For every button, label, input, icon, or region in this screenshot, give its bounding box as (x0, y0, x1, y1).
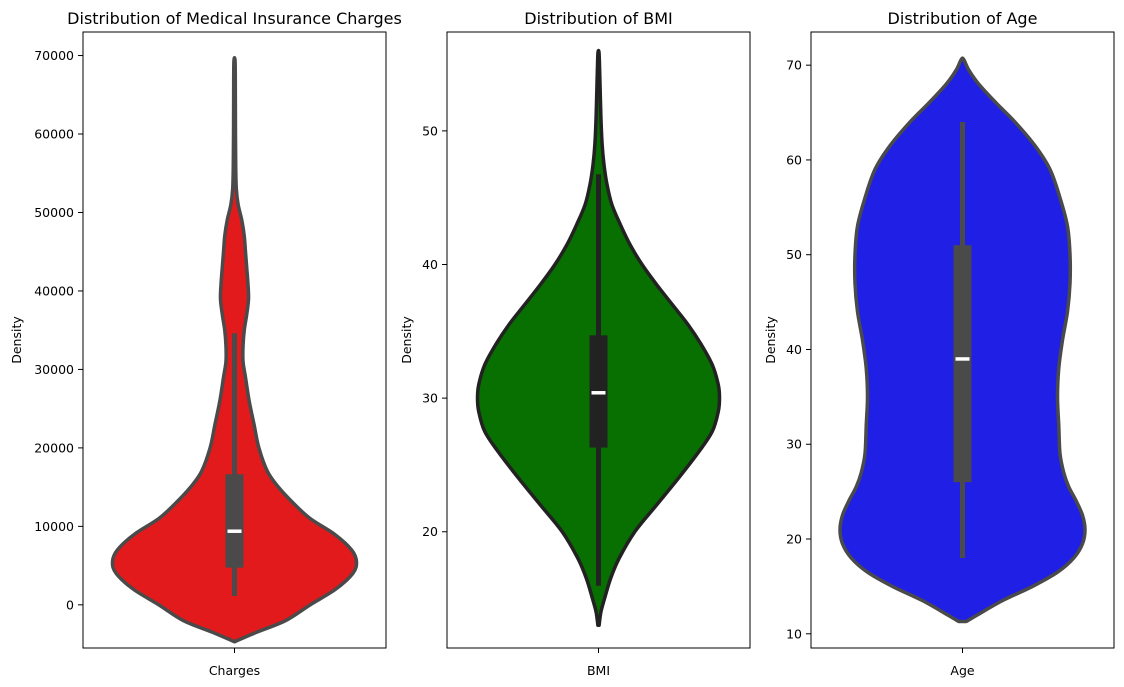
y-tick-label: 10000 (34, 519, 74, 534)
iqr-box (225, 474, 244, 568)
iqr-box (953, 245, 972, 483)
violin-panel-3: Distribution of Age 10 20 30 40 50 60 70 Age Dens… (763, 9, 1115, 678)
y-axis-label: Density (399, 316, 414, 364)
x-tick-label: Age (950, 663, 974, 678)
y-tick-label: 60 (786, 152, 802, 167)
y-tick-label: 10 (786, 626, 802, 641)
y-tick-label: 50 (422, 123, 438, 138)
y-tick-label: 20 (422, 524, 438, 539)
y-tick-label: 20 (786, 532, 802, 547)
chart-title: Distribution of BMI (524, 9, 672, 28)
y-tick-label: 0 (66, 597, 74, 612)
chart-title: Distribution of Age (888, 9, 1038, 28)
chart-title: Distribution of Medical Insurance Charge… (67, 9, 402, 28)
y-tick-label: 30000 (34, 362, 74, 377)
y-tick-label: 60000 (34, 127, 74, 142)
x-tick-label: BMI (587, 663, 610, 678)
x-tick-label: Charges (209, 663, 260, 678)
y-tick-label: 30 (422, 391, 438, 406)
y-tick-label: 40000 (34, 283, 74, 298)
y-tick-label: 20000 (34, 440, 74, 455)
y-tick-label: 30 (786, 437, 802, 452)
y-tick-label: 50000 (34, 205, 74, 220)
y-tick-label: 70 (786, 58, 802, 73)
y-tick-label: 40 (786, 342, 802, 357)
y-axis-label: Density (763, 316, 778, 364)
y-tick-label: 50 (786, 247, 802, 262)
y-axis-label: Density (9, 316, 24, 364)
y-tick-label: 70000 (34, 48, 74, 63)
y-tick-label: 40 (422, 257, 438, 272)
violin-panel-1: Distribution of Medical Insurance Charge… (9, 9, 402, 678)
violin-panel-2: Distribution of BMI 20 30 40 50 BMI Density (399, 9, 751, 678)
